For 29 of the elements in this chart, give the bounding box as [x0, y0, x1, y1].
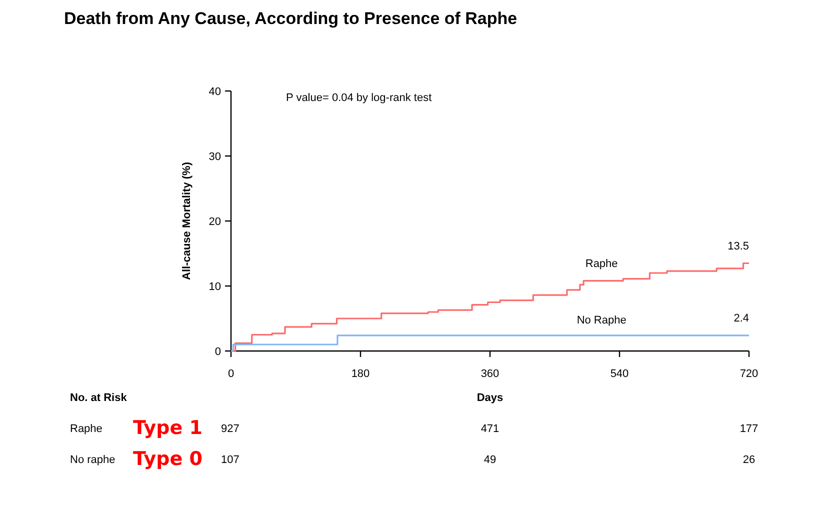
x-tick-label: 0 [228, 368, 234, 380]
text: Raphe [70, 423, 102, 435]
x-tick-label: 720 [740, 368, 758, 380]
text: 49 [484, 454, 496, 466]
x-tick-label: 540 [610, 368, 629, 380]
x-axis-title: Days [476, 392, 504, 404]
annotation: 13.5 [728, 240, 749, 252]
y-tick-label: 30 [208, 151, 221, 163]
text: 927 [221, 423, 240, 435]
series-label: No Raphe [576, 314, 626, 326]
text: Type 1 [133, 417, 202, 439]
text: 471 [480, 423, 500, 435]
y-tick-label: 40 [208, 86, 221, 98]
text: 107 [221, 454, 240, 466]
x-tick-label: 360 [480, 368, 500, 380]
x-tick-label: 180 [351, 368, 370, 380]
y-tick-label: 20 [208, 216, 221, 228]
text: No raphe [70, 454, 116, 466]
annotation: 2.4 [734, 312, 749, 324]
text: Type 0 [133, 448, 202, 470]
y-axis-title: All-cause Mortality (%) [181, 162, 193, 280]
text: 177 [740, 423, 758, 435]
text: 26 [742, 454, 756, 466]
chart-title: Death from Any Cause, According to Presence of Raphe [64, 9, 518, 28]
series-label: Raphe [585, 258, 618, 270]
annotation: P value= 0.04 by log-rank test [286, 92, 432, 104]
y-tick-label: 0 [214, 346, 221, 358]
y-tick-label: 10 [208, 281, 221, 293]
text: No. at Risk [70, 392, 128, 404]
